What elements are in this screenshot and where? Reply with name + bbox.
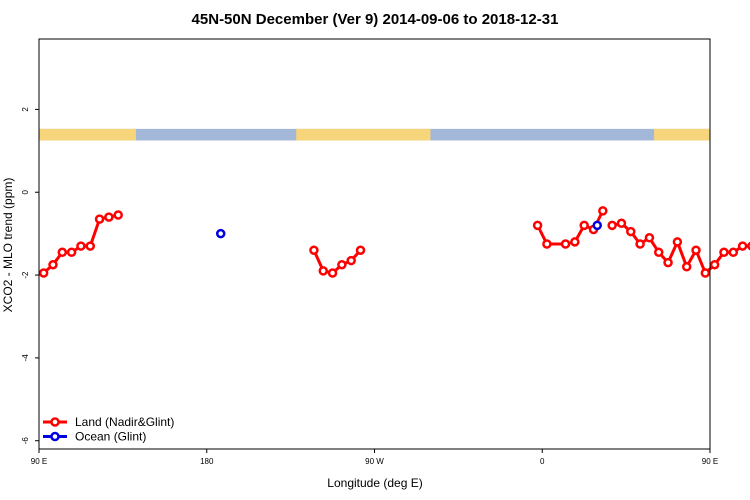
data-point [644,233,655,243]
legend: Land (Nadir&Glint)Ocean (Glint) [43,415,174,444]
data-point [672,237,683,247]
x-tick-label: 180 [200,457,214,466]
x-tick-label: 90 W [365,457,384,466]
y-tick-label: 2 [21,107,30,112]
data-point [57,247,68,258]
data-point [337,259,347,270]
data-point [607,220,617,231]
legend-label: Ocean (Glint) [75,430,146,444]
legend-label: Land (Nadir&Glint) [75,415,174,429]
data-point [663,257,673,268]
data-point [542,239,552,249]
data-point [66,247,77,258]
data-point [635,239,645,249]
data-point [598,206,608,216]
data-point [570,237,580,247]
data-point [113,210,123,220]
data-point [327,268,338,278]
data-point [653,247,664,258]
data-point [38,268,49,278]
y-tick-label: -2 [21,271,30,279]
map-strip-land [654,128,710,141]
x-tick-label: 90 E [702,457,718,466]
data-point [94,214,105,224]
data-point [737,241,748,251]
legend-marker [50,431,60,442]
legend-marker [50,417,60,427]
data-point [309,245,319,255]
x-axis-label: Longitude (deg E) [327,476,422,490]
x-tick-label: 0 [540,457,545,466]
data-point [318,266,328,276]
data-point [592,220,602,231]
data-point [104,212,114,222]
data-point [709,259,720,270]
map-strip [39,128,710,141]
series-layer [38,206,750,278]
y-tick-label: 0 [21,189,30,194]
y-tick-label: -6 [21,437,30,445]
data-point [691,245,701,255]
y-axis-label: XCO2 - MLO trend (ppm) [1,178,15,313]
data-point [728,247,739,258]
data-point [85,241,96,251]
y-axis: 2 0 -2 -4 -6 [21,107,39,445]
data-point [76,241,86,251]
data-point [579,220,589,231]
data-point [48,259,58,270]
x-axis: 90 E 180 90 W 0 90 E [31,449,718,466]
y-tick-label: -4 [21,354,30,362]
data-point [719,247,729,258]
data-point [681,262,692,272]
data-point [616,218,627,229]
plot-frame [38,38,711,450]
data-point [215,228,226,239]
data-point [700,268,711,278]
chart-title: 45N-50N December (Ver 9) 2014-09-06 to 2… [192,11,559,28]
map-strip-land [39,128,136,141]
data-point [626,226,636,237]
x-tick-label: 90 E [31,457,47,466]
data-point [346,255,356,266]
data-point [560,239,571,249]
data-point [532,220,543,231]
data-point [355,245,366,255]
map-strip-land [296,128,431,141]
